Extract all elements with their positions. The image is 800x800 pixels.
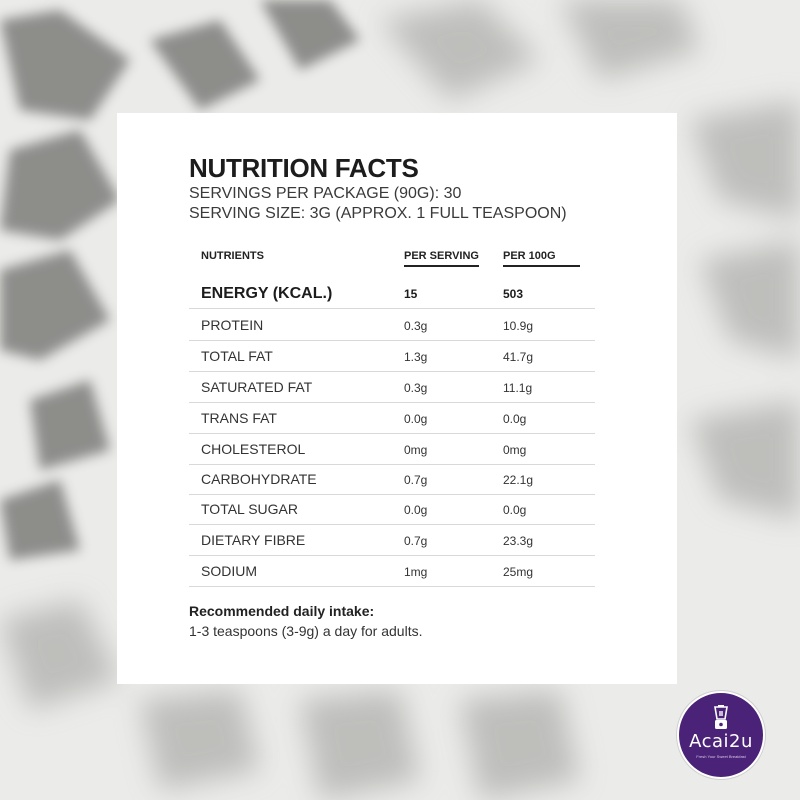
nutrient-name: TRANS FAT bbox=[201, 410, 277, 426]
recommended-intake-heading: Recommended daily intake: bbox=[189, 603, 375, 619]
nutrient-name: CHOLESTEROL bbox=[201, 441, 306, 457]
value-per-100g: 11.1g bbox=[503, 381, 533, 395]
nutrient-name: TOTAL SUGAR bbox=[201, 501, 298, 517]
table-row-total-fat: TOTAL FAT 1.3g 41.7g bbox=[189, 340, 595, 372]
value-per-100g: 25mg bbox=[503, 565, 534, 579]
value-per-100g: 22.1g bbox=[503, 473, 534, 487]
nutrient-name: CARBOHYDRATE bbox=[201, 471, 317, 487]
servings-per-package: SERVINGS PER PACKAGE (90G): 30 bbox=[189, 185, 462, 202]
header-nutrients: NUTRIENTS bbox=[201, 250, 264, 262]
value-per-100g: 41.7g bbox=[503, 350, 534, 364]
value-per-serving: 0.3g bbox=[404, 381, 428, 395]
value-per-100g: 10.9g bbox=[503, 319, 534, 333]
value-per-serving: 0.0g bbox=[404, 503, 428, 517]
nutrient-name: ENERGY (KCAL.) bbox=[201, 285, 333, 302]
table-row-sodium: SODIUM 1mg 25mg bbox=[189, 555, 595, 587]
value-per-serving: 1mg bbox=[404, 565, 428, 579]
nutrient-name: PROTEIN bbox=[201, 317, 264, 333]
blender-icon bbox=[714, 705, 728, 729]
header-per-serving: PER SERVING bbox=[404, 250, 479, 267]
nutrient-name: TOTAL FAT bbox=[201, 348, 273, 364]
value-per-100g: 0.0g bbox=[503, 412, 527, 426]
header-per-100g-label: PER 100G bbox=[503, 250, 556, 262]
value-per-serving: 0.0g bbox=[404, 412, 428, 426]
value-per-serving: 0.3g bbox=[404, 319, 428, 333]
logo-wordmark: Acai2u bbox=[689, 731, 753, 752]
nutrient-name: SODIUM bbox=[201, 563, 257, 579]
header-per-100g: PER 100G bbox=[503, 250, 581, 267]
value-per-100g: 0mg bbox=[503, 443, 527, 457]
table-row-cholesterol: CHOLESTEROL 0mg 0mg bbox=[189, 433, 595, 465]
value-per-100g: 23.3g bbox=[503, 534, 534, 548]
acai2u-logo: Acai2u Fresh Your Sweet Breakfast bbox=[677, 691, 765, 779]
table-row-carbohydrate: CARBOHYDRATE 0.7g 22.1g bbox=[189, 463, 595, 495]
value-per-100g: 0.0g bbox=[503, 503, 527, 517]
value-per-serving: 15 bbox=[404, 287, 418, 301]
table-row-total-sugar: TOTAL SUGAR 0.0g 0.0g bbox=[189, 493, 595, 525]
table-row-protein: PROTEIN 0.3g 10.9g bbox=[189, 309, 595, 341]
nutrition-facts-title: NUTRITION FACTS bbox=[189, 153, 419, 183]
recommended-intake-text: 1-3 teaspoons (3-9g) a day for adults. bbox=[189, 623, 423, 639]
serving-size: SERVING SIZE: 3G (APPROX. 1 FULL TEASPOO… bbox=[189, 205, 567, 222]
nutrient-name: SATURATED FAT bbox=[201, 379, 313, 395]
table-row-dietary-fibre: DIETARY FIBRE 0.7g 23.3g bbox=[189, 524, 595, 556]
nutrient-name: DIETARY FIBRE bbox=[201, 532, 306, 548]
value-per-serving: 0.7g bbox=[404, 473, 428, 487]
nutrition-label-card: NUTRITION FACTS SERVINGS PER PACKAGE (90… bbox=[117, 113, 677, 684]
table-row-trans-fat: TRANS FAT 0.0g 0.0g bbox=[189, 402, 595, 434]
value-per-serving: 1.3g bbox=[404, 350, 428, 364]
logo-tagline: Fresh Your Sweet Breakfast bbox=[696, 754, 746, 759]
value-per-serving: 0.7g bbox=[404, 534, 428, 548]
value-per-serving: 0mg bbox=[404, 443, 428, 457]
table-row-energy: ENERGY (KCAL.) 15 503 bbox=[189, 277, 595, 309]
table-row-saturated-fat: SATURATED FAT 0.3g 11.1g bbox=[189, 371, 595, 403]
value-per-100g: 503 bbox=[503, 287, 524, 301]
